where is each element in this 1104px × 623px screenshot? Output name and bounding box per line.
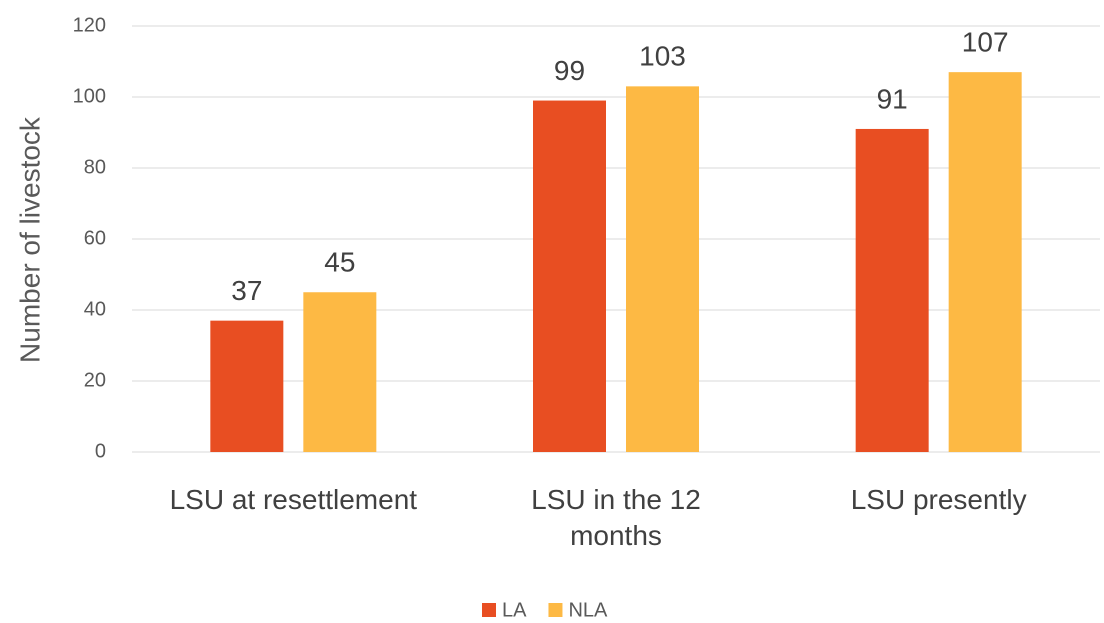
bar <box>626 86 699 452</box>
data-label: 37 <box>231 275 262 306</box>
bar <box>533 100 606 453</box>
data-label: 107 <box>962 27 1009 58</box>
legend-swatch <box>548 603 563 617</box>
x-tick-label: LSU in the 12 months <box>531 484 701 551</box>
bar <box>948 72 1022 453</box>
y-tick-label: 0 <box>95 440 106 462</box>
data-label: 103 <box>639 41 686 72</box>
y-tick-label: 20 <box>84 369 106 391</box>
y-tick-label: 60 <box>84 227 106 249</box>
legend-label: LA <box>502 599 527 621</box>
x-tick-label: LSU at resettlement <box>169 484 418 515</box>
data-label: 91 <box>877 83 908 114</box>
y-tick-label: 100 <box>73 85 106 107</box>
bar <box>210 320 284 452</box>
legend-label: NLA <box>568 599 608 621</box>
legend-swatch <box>482 603 496 617</box>
y-axis-label: Number of livestock <box>14 116 45 363</box>
y-tick-label: 120 <box>73 14 106 36</box>
y-tick-label: 40 <box>84 298 106 320</box>
bar <box>855 128 929 452</box>
data-label: 45 <box>324 247 355 278</box>
data-label: 99 <box>554 55 585 86</box>
y-tick-label: 80 <box>84 156 106 178</box>
bar <box>303 292 377 452</box>
x-tick-label: LSU presently <box>850 484 1027 515</box>
